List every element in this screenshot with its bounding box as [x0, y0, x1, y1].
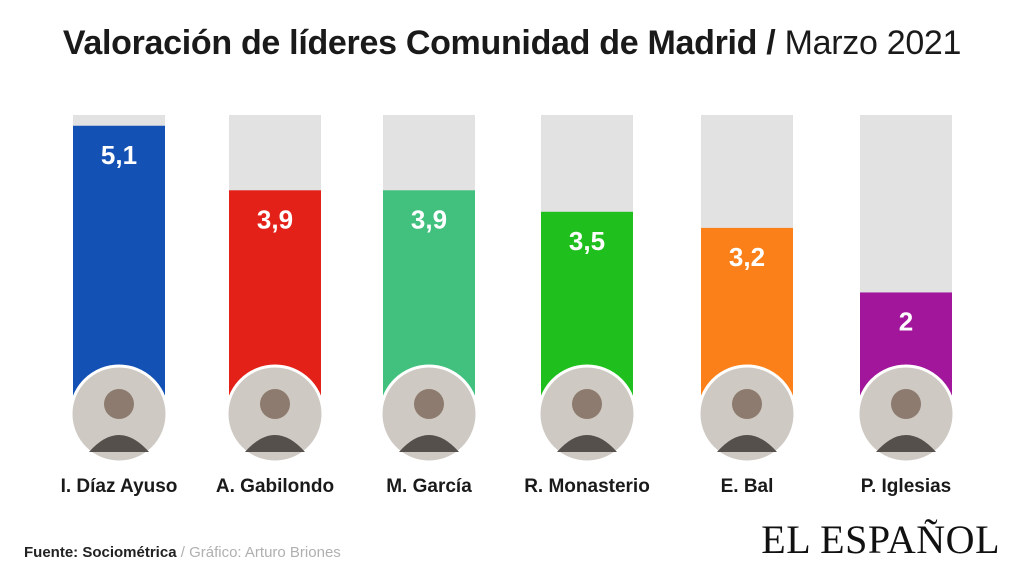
value-label: 3,2 [729, 242, 765, 272]
avatar-head [104, 389, 134, 419]
source-text: Fuente: Sociométrica [24, 544, 177, 561]
category-label: I. Díaz Ayuso [61, 476, 178, 497]
title-date: Marzo 2021 [784, 24, 962, 62]
footer: Fuente: Sociométrica / Gráfico: Arturo B… [24, 544, 341, 561]
footer-separator: / [176, 544, 190, 561]
category-label: M. García [386, 476, 472, 497]
avatar-body [717, 435, 777, 452]
category-label: R. Monasterio [524, 476, 650, 497]
title-separator: / [766, 24, 776, 62]
avatar-head [260, 389, 290, 419]
avatar-body [876, 435, 936, 452]
category-label: P. Iglesias [861, 476, 952, 497]
value-label: 5,1 [101, 140, 137, 170]
avatar-head [572, 389, 602, 419]
avatar-body [245, 435, 305, 452]
category-label: A. Gabilondo [216, 476, 334, 497]
el-espanol-logo: EL ESPAÑOL [761, 517, 1000, 562]
title-main: Valoración de líderes Comunidad de Madri… [62, 24, 758, 62]
avatar-head [732, 389, 762, 419]
avatar-body [89, 435, 149, 452]
value-label: 3,9 [411, 204, 447, 234]
value-label: 2 [899, 306, 913, 336]
credit-text: Gráfico: Arturo Briones [189, 544, 341, 561]
value-label: 3,5 [569, 226, 605, 256]
value-label: 3,9 [257, 204, 293, 234]
avatar-body [399, 435, 459, 452]
chart-title: Valoración de líderes Comunidad de Madri… [0, 24, 1024, 63]
category-label: E. Bal [721, 476, 774, 497]
avatar-head [414, 389, 444, 419]
avatar-head [891, 389, 921, 419]
avatar-body [557, 435, 617, 452]
bar [73, 125, 165, 401]
